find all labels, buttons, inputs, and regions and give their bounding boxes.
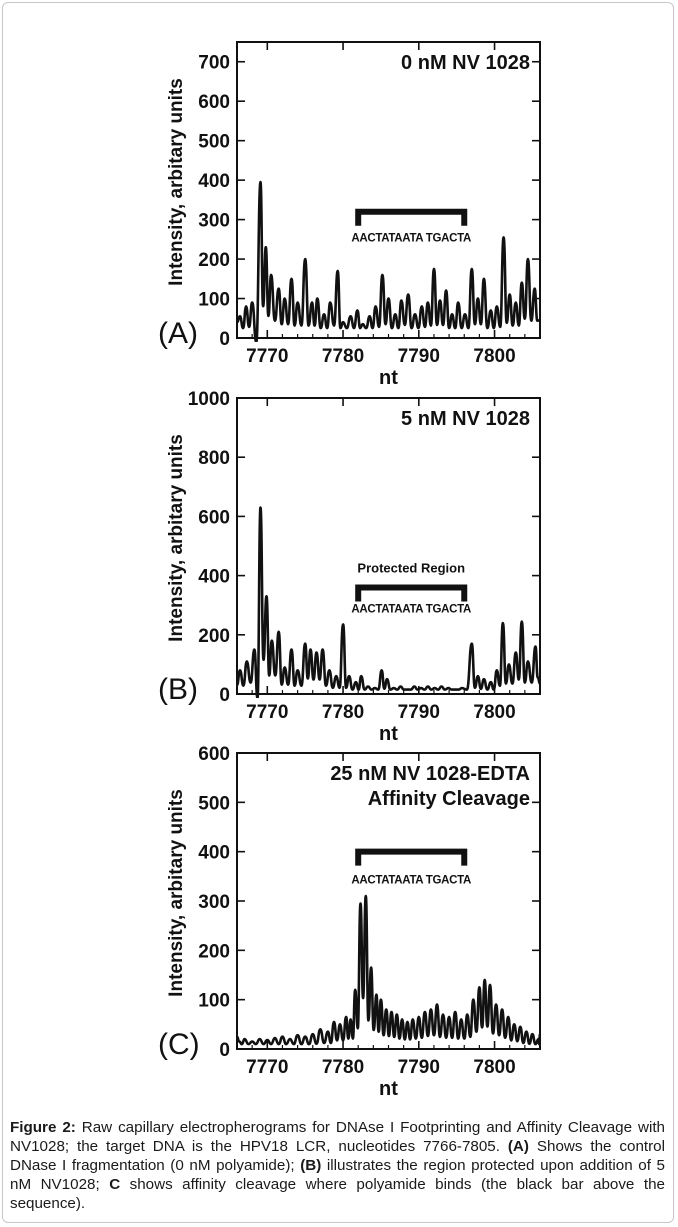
panel-c-label: (C) bbox=[158, 1028, 200, 1061]
panel-c-sequence-label: AACTATAATA TGACTA bbox=[351, 875, 471, 887]
panel-c-ylabel: Intensity, arbitary units bbox=[166, 789, 187, 997]
caption-figure-label: Figure 2: bbox=[10, 1119, 76, 1136]
panel-b-ytick-label: 800 bbox=[198, 448, 230, 469]
panel-a-label: (A) bbox=[158, 317, 198, 350]
panel-c-xlabel: nt bbox=[379, 1078, 398, 1100]
panel-a-binding-bracket bbox=[355, 208, 468, 226]
panel-a-sequence-label: AACTATAATA TGACTA bbox=[351, 232, 471, 244]
panel-c-binding-bracket bbox=[355, 848, 468, 866]
panel-b-ytick-label: 400 bbox=[198, 567, 230, 588]
panel-b-ytick-label: 0 bbox=[219, 685, 230, 706]
caption-b-label: (B) bbox=[300, 1157, 322, 1174]
panel-b-ylabel: Intensity, arbitary units bbox=[166, 434, 187, 642]
panel-c-annotation: 25 nM NV 1028-EDTA bbox=[330, 763, 530, 785]
caption-text: Raw capillary electropherograms for DNAs… bbox=[10, 1119, 665, 1155]
panel-a-xlabel: nt bbox=[379, 367, 398, 389]
panel-c-xtick-label: 7800 bbox=[473, 1057, 515, 1078]
panel-c-ytick-label: 400 bbox=[198, 843, 230, 864]
panel-c-annotation: Affinity Cleavage bbox=[368, 788, 530, 810]
panel-c-trace-line bbox=[237, 894, 540, 1046]
panel-c-ytick-label: 600 bbox=[198, 744, 230, 765]
panel-b-sequence-label: AACTATAATA TGACTA bbox=[351, 604, 471, 616]
panel-a-ytick-label: 100 bbox=[198, 290, 230, 311]
caption-c-label: C bbox=[109, 1176, 121, 1193]
panel-b-ytick-label: 200 bbox=[198, 626, 230, 647]
panel-c-xtick-label: 7780 bbox=[322, 1057, 364, 1078]
panel-b-label: (B) bbox=[158, 673, 198, 706]
panel-c-ytick-label: 100 bbox=[198, 991, 230, 1012]
panel-c-xtick-label: 7770 bbox=[246, 1057, 288, 1078]
panel-a-xtick-label: 7790 bbox=[398, 346, 440, 367]
panel-a-ytick-label: 200 bbox=[198, 250, 230, 271]
panel-a-ytick-label: 700 bbox=[198, 53, 230, 74]
panel-a-annotation: 0 nM NV 1028 bbox=[401, 52, 530, 74]
panel-a-ytick-label: 400 bbox=[198, 171, 230, 192]
panel-a-trace-line bbox=[237, 180, 540, 342]
panel-b-xlabel: nt bbox=[379, 723, 398, 745]
panel-a-ytick-label: 300 bbox=[198, 211, 230, 232]
panel-c-ytick-label: 300 bbox=[198, 892, 230, 913]
panel-b-xtick-label: 7800 bbox=[473, 702, 515, 723]
panel-c-ytick-label: 500 bbox=[198, 793, 230, 814]
panel-b-annotation: 5 nM NV 1028 bbox=[401, 408, 530, 430]
panel-a-plot-frame bbox=[236, 41, 541, 339]
panel-a-xtick-label: 7800 bbox=[473, 346, 515, 367]
panel-b-plot-frame bbox=[236, 397, 541, 695]
panel-c-xtick-label: 7790 bbox=[398, 1057, 440, 1078]
caption-a-label: (A) bbox=[507, 1138, 529, 1155]
panel-a-ytick-label: 600 bbox=[198, 92, 230, 113]
panel-c-ytick-label: 200 bbox=[198, 941, 230, 962]
panel-a-xtick-label: 7780 bbox=[322, 346, 364, 367]
panel-b-xtick-label: 7780 bbox=[322, 702, 364, 723]
panel-b-binding-bracket bbox=[355, 584, 468, 602]
figure-charts: 0 100 200 300 400 500 600 700 7770 7780 7790 7800 nt… bbox=[158, 41, 541, 1100]
caption-a-text: Shows the control DNase I fragmentation … bbox=[10, 1138, 665, 1174]
caption-b-text: illustrates the region protected upon ad… bbox=[10, 1157, 665, 1193]
panel-a-xtick-label: 7770 bbox=[246, 346, 288, 367]
panel-b-trace-line bbox=[237, 506, 540, 698]
panel-a-ytick-label: 500 bbox=[198, 132, 230, 153]
panel-c-ytick-label: 0 bbox=[219, 1040, 230, 1061]
panel-b-ytick-label: 1000 bbox=[188, 389, 230, 410]
panel-a-ytick-label: 0 bbox=[219, 329, 230, 350]
figure-caption: Figure 2: Raw capillary electropherogram… bbox=[10, 1118, 665, 1213]
panel-a-ylabel: Intensity, arbitary units bbox=[166, 78, 187, 286]
panel-b-ytick-label: 600 bbox=[198, 507, 230, 528]
caption-c-text: shows affinity cleavage where polyamide … bbox=[10, 1176, 665, 1212]
panel-b-xtick-label: 7770 bbox=[246, 702, 288, 723]
panel-b-xtick-label: 7790 bbox=[398, 702, 440, 723]
panel-b-bracket-label: Protected Region bbox=[357, 560, 465, 575]
